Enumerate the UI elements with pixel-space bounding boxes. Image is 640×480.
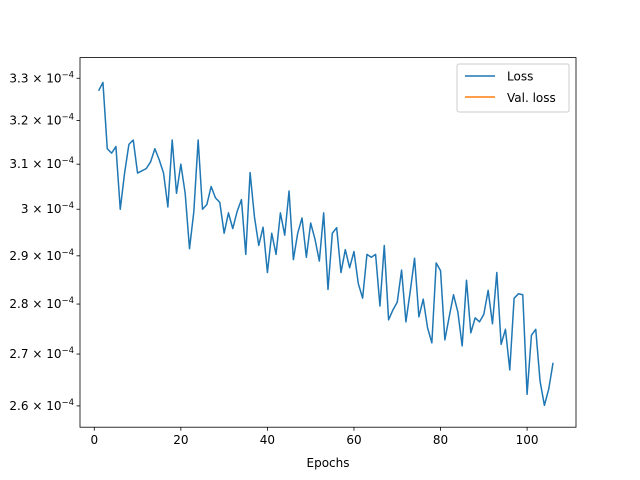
- x-axis-title: Epochs: [307, 456, 350, 470]
- y-axis-ticks: 2.6 × 10−4 2.7 × 10−4 2.8 × 10−4 2.9 × 10−4…: [9, 70, 80, 413]
- plot-area: [97, 81, 554, 407]
- legend-label-val-loss: Val. loss: [507, 91, 556, 105]
- x-tick-label: 100: [516, 433, 539, 447]
- y-tick-label: 3.1 × 10−4: [9, 156, 74, 171]
- x-tick-label: 20: [173, 433, 188, 447]
- y-tick-label: 2.8 × 10−4: [9, 296, 74, 311]
- y-tick-label: 3.3 × 10−4: [9, 70, 74, 85]
- x-axis-ticks: 0 20 40 60 80 100: [90, 427, 539, 447]
- legend-label-loss: Loss: [507, 70, 533, 84]
- legend: Loss Val. loss: [456, 63, 570, 113]
- y-tick-label: 2.7 × 10−4: [9, 346, 74, 361]
- series-line-loss: [97, 81, 554, 407]
- x-tick-label: 0: [90, 433, 98, 447]
- y-tick-label: 2.6 × 10−4: [9, 398, 74, 413]
- y-tick-label: 2.9 × 10−4: [9, 248, 74, 263]
- x-tick-label: 40: [260, 433, 275, 447]
- y-tick-label: 3.2 × 10−4: [9, 113, 74, 128]
- y-tick-label: 3 × 10−4: [21, 201, 74, 216]
- axes-frame: [79, 57, 577, 428]
- x-tick-label: 60: [346, 433, 361, 447]
- x-tick-label: 80: [433, 433, 448, 447]
